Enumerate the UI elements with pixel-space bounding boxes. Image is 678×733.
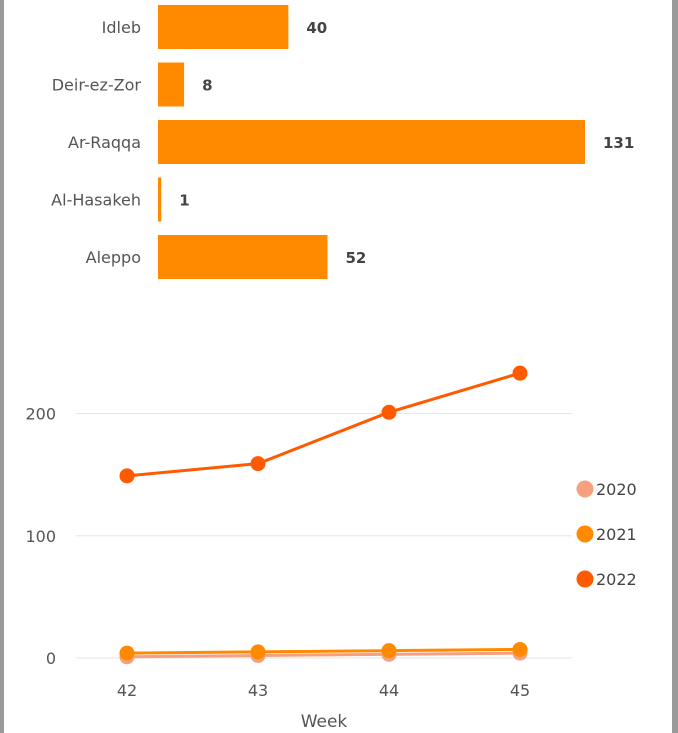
bar-category-label: Ar-Raqqa — [68, 133, 141, 152]
legend-marker-2022 — [576, 570, 594, 588]
legend-marker-2021 — [576, 525, 594, 543]
legend-marker-2020 — [576, 480, 594, 498]
series-point-2021 — [512, 641, 528, 657]
x-tick-label: 44 — [379, 681, 399, 700]
series-point-2022 — [119, 468, 135, 484]
bar-data-label: 8 — [202, 77, 212, 95]
series-line-2021 — [126, 647, 521, 655]
y-tick-label: 100 — [25, 527, 56, 546]
legend-label: 2022 — [596, 570, 637, 589]
x-tick-label: 43 — [248, 681, 268, 700]
y-tick-label: 200 — [25, 405, 56, 424]
bar-data-label: 40 — [306, 19, 327, 37]
bar-al-hasakeh — [158, 177, 162, 222]
x-axis-title: Week — [301, 712, 348, 732]
y-tick-label: 0 — [46, 649, 56, 668]
bar-data-label: 131 — [603, 134, 634, 152]
series-point-2022 — [512, 365, 528, 381]
legend-label: 2020 — [596, 480, 637, 499]
bar-idleb — [158, 5, 289, 49]
series-line-2020 — [126, 651, 521, 659]
legend-label: 2021 — [596, 525, 637, 544]
bar-category-label: Idleb — [102, 18, 141, 37]
bar-data-label: 1 — [179, 192, 189, 210]
bar-deir-ez-zor — [158, 62, 185, 107]
x-tick-label: 45 — [510, 681, 530, 700]
bar-category-label: Al-Hasakeh — [51, 191, 141, 210]
series-point-2021 — [381, 643, 397, 659]
series-point-2021 — [250, 644, 266, 660]
bar-aleppo — [158, 235, 328, 279]
x-tick-label: 42 — [117, 681, 137, 700]
bar-data-label: 52 — [345, 249, 366, 267]
series-point-2022 — [381, 404, 397, 420]
bar-ar-raqqa — [158, 120, 585, 164]
series-point-2021 — [119, 645, 135, 661]
bar-category-label: Aleppo — [86, 248, 141, 267]
bar-category-label: Deir-ez-Zor — [52, 76, 142, 95]
series-line-2022 — [126, 371, 521, 478]
series-point-2022 — [250, 456, 266, 472]
